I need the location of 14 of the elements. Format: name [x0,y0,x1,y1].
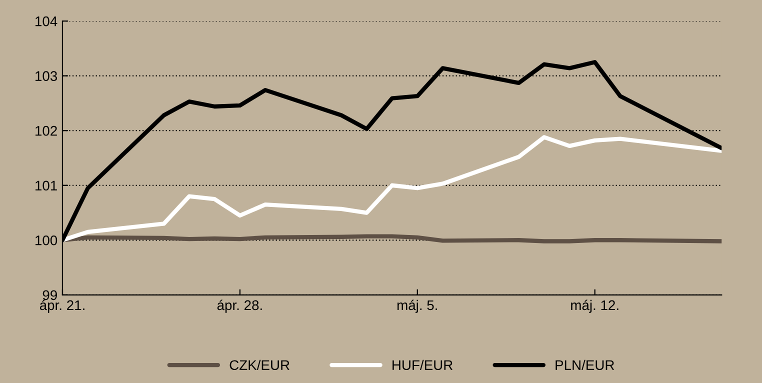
legend-label: PLN/EUR [556,360,614,370]
line-series [62,135,722,242]
legend-label: HUF/EUR [392,360,453,370]
x-tick-label: ápr. 28. [217,300,262,313]
y-tick-label: 104 [36,16,58,26]
y-tick-label: 102 [36,126,57,136]
y-tick-label: 99 [42,290,57,300]
y-tick-label: 101 [36,180,57,191]
legend-label: CZK/EUR [230,360,290,370]
x-tick-label: ápr. 21. [40,300,84,313]
x-tick-label: máj. 12. [571,300,618,313]
y-tick-label: 103 [36,71,58,82]
y-tick-label: 100 [36,235,58,246]
x-tick-label: máj. 5. [397,300,437,313]
